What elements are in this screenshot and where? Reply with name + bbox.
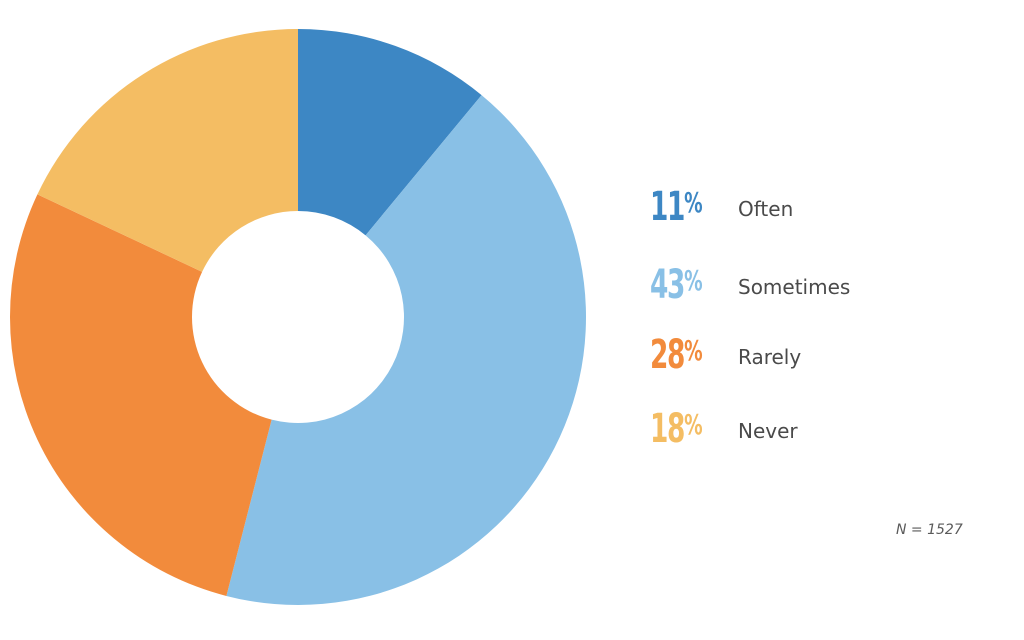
slice-never (37, 29, 298, 272)
legend-percent-rarely: 28% (650, 330, 703, 380)
legend-item-rarely: 28% Rarely (650, 330, 910, 380)
legend-label-rarely: Rarely (738, 345, 802, 369)
slice-rarely (9, 194, 272, 596)
sample-size-note: N = 1527 (896, 522, 963, 538)
percent-value: 28 (650, 332, 685, 378)
legend-percent-often: 11% (650, 182, 703, 232)
legend-item-never: 18% Never (650, 404, 910, 454)
legend-item-sometimes: 43% Sometimes (650, 260, 910, 310)
legend-percent-never: 18% (650, 404, 703, 454)
percent-value: 43 (650, 262, 685, 308)
legend-label-often: Often (738, 197, 794, 221)
slice-often (298, 29, 482, 236)
legend-percent-sometimes: 43% (650, 260, 703, 310)
percent-value: 18 (650, 406, 685, 452)
percent-symbol: % (684, 334, 703, 367)
percent-value: 11 (650, 184, 685, 230)
percent-symbol: % (684, 186, 703, 219)
legend-label-never: Never (738, 419, 798, 443)
percent-symbol: % (684, 408, 703, 441)
donut-chart (9, 29, 587, 606)
percent-symbol: % (684, 264, 703, 297)
slice-sometimes (226, 95, 587, 606)
legend-label-sometimes: Sometimes (738, 275, 851, 299)
legend-item-often: 11% Often (650, 182, 910, 232)
